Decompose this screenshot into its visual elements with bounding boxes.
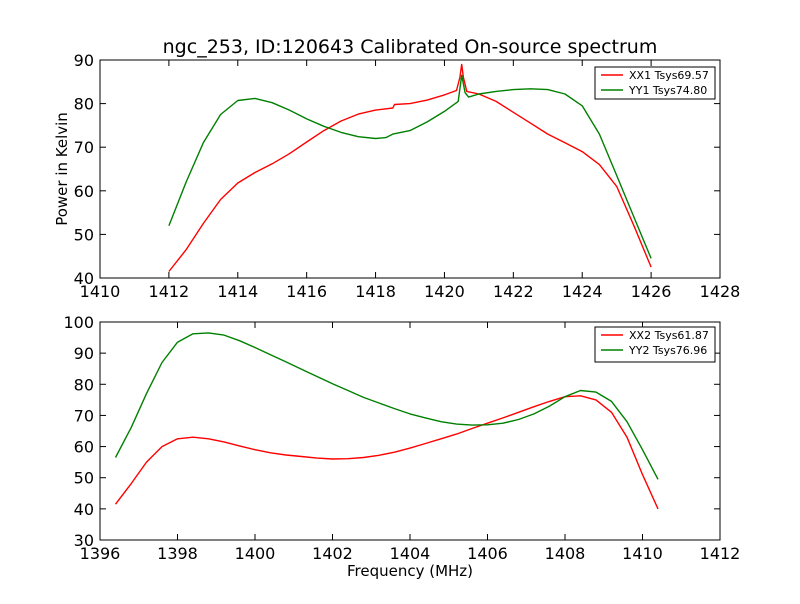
bottom-x-tick-label: 1412: [700, 544, 741, 563]
bottom-y-tick-label: 30: [74, 531, 94, 550]
top-x-tick-label: 1420: [424, 282, 465, 301]
bottom-x-tick-label: 1402: [312, 544, 353, 563]
bottom-y-tick-label: 60: [74, 438, 94, 457]
top-legend-box: [594, 66, 716, 100]
top-y-tick-label: 90: [74, 51, 94, 70]
bottom-legend-box: [594, 326, 716, 363]
bottom-x-tick-label: 1400: [235, 544, 276, 563]
bottom-y-tick-label: 90: [74, 344, 94, 363]
bottom-series-line-1: [114, 395, 659, 510]
top-legend-label-2: YY1 Tsys74.80: [628, 84, 707, 97]
top-x-tick-label: 1426: [631, 282, 672, 301]
top-x-tick-label: 1424: [562, 282, 603, 301]
bottom-x-tick-label: 1410: [622, 544, 663, 563]
top-y-tick-label: 80: [74, 95, 94, 114]
bottom-y-tick-label: 70: [74, 406, 94, 425]
bottom-panel: 1396 1398 1400 1402 1404 1406 1408 1410 1412 30 40…: [63, 313, 740, 563]
top-x-tick-label: 1412: [149, 282, 190, 301]
bottom-x-tick-label: 1404: [390, 544, 431, 563]
bottom-x-axis-label: Frequency (MHz): [347, 562, 473, 580]
top-y-axis-label: Power in Kelvin: [53, 112, 71, 226]
top-x-tick-label: 1416: [286, 282, 327, 301]
top-x-tick-label: 1418: [355, 282, 396, 301]
top-x-tick-label: 1428: [700, 282, 741, 301]
top-x-tick-label: 1414: [217, 282, 258, 301]
bottom-x-tick-label: 1398: [157, 544, 198, 563]
top-panel: 1410 1412 1414 1416 1418 1420 1422 1424 1426 1428…: [74, 51, 741, 301]
bottom-y-tick-label: 40: [74, 500, 94, 519]
top-y-tick-label: 40: [74, 269, 94, 288]
chart-title: ngc_253, ID:120643 Calibrated On-source …: [163, 36, 658, 58]
top-y-tick-label: 60: [74, 182, 94, 201]
bottom-legend-label-2: YY2 Tsys76.96: [628, 344, 707, 357]
bottom-x-tick-label: 1396: [80, 544, 121, 563]
top-series-line-1: [168, 63, 652, 272]
top-plot-frame: [99, 59, 721, 279]
top-series-line-2: [168, 74, 652, 259]
top-legend-label-1: XX1 Tsys69.57: [629, 69, 709, 82]
bottom-legend-label-1: XX2 Tsys61.87: [629, 329, 709, 342]
bottom-x-tick-label: 1406: [467, 544, 508, 563]
bottom-series-line-2: [114, 332, 659, 480]
top-y-tick-label: 50: [74, 225, 94, 244]
bottom-y-tick-label: 80: [74, 375, 94, 394]
bottom-y-tick-label: 100: [63, 313, 94, 332]
bottom-x-tick-label: 1408: [545, 544, 586, 563]
top-x-tick-label: 1410: [80, 282, 121, 301]
top-y-tick-label: 70: [74, 138, 94, 157]
bottom-y-tick-label: 50: [74, 469, 94, 488]
top-x-tick-label: 1422: [493, 282, 534, 301]
